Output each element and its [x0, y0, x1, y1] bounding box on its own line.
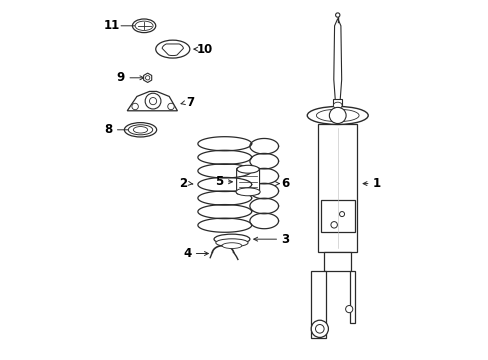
- Circle shape: [339, 212, 344, 217]
- FancyBboxPatch shape: [310, 271, 325, 338]
- Circle shape: [149, 98, 156, 105]
- Circle shape: [167, 103, 174, 110]
- Ellipse shape: [133, 127, 147, 133]
- Ellipse shape: [237, 165, 259, 173]
- Circle shape: [145, 76, 149, 80]
- Ellipse shape: [132, 19, 155, 33]
- Ellipse shape: [316, 109, 358, 122]
- Text: 1: 1: [372, 177, 381, 190]
- Ellipse shape: [333, 102, 342, 109]
- Text: 5: 5: [215, 175, 223, 188]
- FancyBboxPatch shape: [324, 252, 351, 271]
- FancyBboxPatch shape: [320, 200, 354, 232]
- Ellipse shape: [128, 125, 152, 135]
- Circle shape: [345, 306, 352, 313]
- Ellipse shape: [124, 123, 156, 137]
- Ellipse shape: [155, 40, 189, 58]
- Ellipse shape: [310, 320, 328, 337]
- Ellipse shape: [306, 107, 367, 125]
- Polygon shape: [127, 91, 177, 111]
- Text: 6: 6: [281, 177, 289, 190]
- Text: 8: 8: [104, 123, 112, 136]
- Text: 11: 11: [103, 19, 120, 32]
- Ellipse shape: [329, 107, 346, 123]
- Ellipse shape: [236, 188, 260, 196]
- Circle shape: [145, 93, 161, 109]
- Text: 9: 9: [117, 71, 124, 84]
- Ellipse shape: [222, 243, 241, 248]
- Circle shape: [315, 324, 324, 333]
- Text: 4: 4: [183, 247, 191, 260]
- Text: 2: 2: [179, 177, 187, 190]
- FancyBboxPatch shape: [236, 168, 259, 194]
- FancyBboxPatch shape: [317, 125, 357, 252]
- Circle shape: [132, 103, 138, 110]
- Text: 3: 3: [281, 233, 289, 246]
- Polygon shape: [143, 73, 151, 82]
- FancyBboxPatch shape: [349, 271, 354, 323]
- Ellipse shape: [214, 234, 249, 244]
- FancyBboxPatch shape: [333, 99, 342, 112]
- Ellipse shape: [135, 21, 153, 31]
- Text: 7: 7: [186, 96, 194, 109]
- Text: 10: 10: [197, 42, 213, 55]
- Polygon shape: [162, 44, 183, 55]
- Polygon shape: [333, 19, 341, 101]
- Ellipse shape: [215, 239, 247, 247]
- Circle shape: [335, 13, 339, 17]
- Circle shape: [330, 222, 337, 228]
